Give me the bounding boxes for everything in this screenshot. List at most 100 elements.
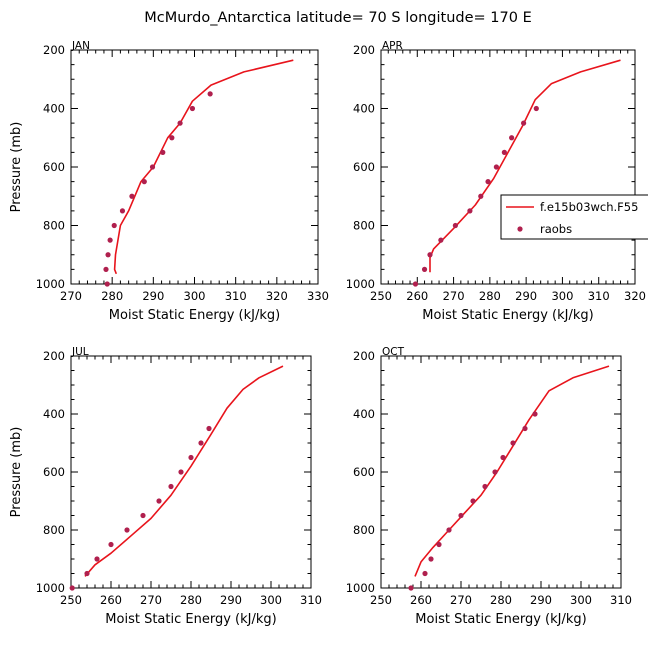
obs-point (438, 237, 444, 243)
x-tick-label: 310 (300, 593, 322, 607)
obs-point (492, 469, 498, 475)
model-line (113, 59, 294, 275)
y-tick-label: 600 (43, 160, 65, 174)
model-line (414, 365, 610, 577)
obs-point (470, 498, 476, 504)
legend-label-obs: raobs (540, 222, 572, 236)
x-tick-label: 320 (624, 289, 646, 303)
x-tick-label: 250 (60, 593, 82, 607)
obs-point (124, 527, 130, 533)
x-tick-label: 260 (406, 289, 428, 303)
obs-point (177, 120, 183, 126)
obs-point (501, 149, 507, 155)
obs-point (105, 252, 111, 258)
obs-point (178, 469, 184, 475)
model-line (84, 365, 284, 577)
x-tick-label: 310 (225, 289, 247, 303)
obs-point (500, 454, 506, 461)
y-tick-label: 600 (353, 160, 375, 174)
x-tick-label: 280 (490, 593, 512, 607)
y-tick-label: 200 (43, 349, 65, 363)
x-tick-label: 330 (307, 289, 329, 303)
panel-title: JAN (71, 40, 90, 52)
obs-point (408, 585, 414, 591)
legend-box (500, 194, 648, 240)
y-axis-label: Pressure (mb) (9, 427, 24, 518)
x-tick-label: 300 (184, 289, 206, 303)
panel-title: OCT (382, 346, 405, 358)
plot-frame (70, 49, 319, 285)
panel-title: APR (382, 40, 403, 52)
y-tick-label: 800 (353, 219, 375, 233)
panel-apr: 250 260 270 280 290 300 310 320 200 400 600 800 1000… (346, 40, 646, 323)
obs-point (467, 208, 473, 214)
x-tick-label: 310 (610, 593, 632, 607)
y-tick-label: 200 (353, 349, 375, 363)
y-tick-label: 800 (43, 219, 65, 233)
obs-point (422, 570, 428, 577)
obs-point (482, 483, 488, 490)
x-tick-label: 290 (142, 289, 164, 303)
x-tick-label: 280 (180, 593, 202, 607)
obs-point (421, 266, 428, 272)
x-tick-label: 300 (551, 289, 573, 303)
obs-point (94, 556, 100, 562)
y-tick-label: 1000 (36, 581, 65, 595)
x-tick-label: 280 (101, 289, 123, 303)
obs-point (108, 541, 114, 548)
x-tick-label: 300 (570, 593, 592, 607)
x-tick-label: 270 (60, 289, 82, 303)
obs-point (107, 237, 113, 243)
obs-point (458, 512, 464, 519)
x-tick-label: 300 (260, 593, 282, 607)
obs-point (111, 222, 117, 229)
obs-point (104, 281, 110, 287)
panel-jul: 250 260 270 280 290 300 310 200 400 600 800 1000 JUL… (9, 346, 322, 627)
y-axis-label: Pressure (mb) (9, 122, 24, 213)
obs-point (427, 252, 433, 258)
plot-frame (380, 355, 622, 589)
y-tick-label: 1000 (36, 277, 65, 291)
plot-frame (380, 49, 636, 285)
x-tick-label: 260 (100, 593, 122, 607)
obs-point (103, 266, 109, 272)
x-tick-label: 270 (140, 593, 162, 607)
obs-point (119, 208, 126, 214)
obs-point (510, 440, 516, 446)
obs-point (446, 527, 452, 533)
y-tick-label: 400 (353, 407, 375, 421)
y-tick-label: 600 (43, 465, 65, 479)
y-tick-label: 400 (353, 102, 375, 116)
obs-point (532, 411, 538, 417)
obs-point (141, 179, 147, 185)
y-tick-label: 400 (43, 407, 65, 421)
x-tick-label: 250 (370, 289, 392, 303)
x-tick-label: 290 (530, 593, 552, 607)
obs-point (521, 120, 527, 126)
y-tick-label: 200 (353, 43, 375, 57)
obs-point (168, 483, 174, 490)
obs-point (493, 164, 499, 170)
obs-point (160, 149, 166, 155)
panel-title: JUL (71, 346, 89, 358)
panel-jan: 270 280 290 300 310 320 330 200 400 600 800 1000 JAN… (9, 40, 329, 323)
obs-point (509, 135, 515, 141)
y-tick-label: 800 (43, 523, 65, 537)
obs-point (207, 91, 213, 97)
legend: f.e15b03wch.F55 raobs (500, 194, 648, 240)
obs-point (69, 585, 75, 591)
obs-point (478, 193, 484, 199)
x-axis-label: Moist Static Energy (kJ/kg) (415, 612, 586, 627)
panels: 270 280 290 300 310 320 330 200 400 600 800 1000 JAN… (9, 40, 646, 627)
x-tick-label: 290 (220, 593, 242, 607)
model-line (429, 59, 621, 273)
x-tick-label: 280 (479, 289, 501, 303)
obs-point (485, 179, 491, 185)
figure-title: McMurdo_Antarctica latitude= 70 S longit… (144, 10, 531, 26)
obs-point (156, 498, 162, 504)
obs-point (522, 425, 528, 432)
x-axis-label: Moist Static Energy (kJ/kg) (109, 308, 280, 323)
obs-point (149, 164, 156, 170)
obs-point (84, 570, 90, 577)
